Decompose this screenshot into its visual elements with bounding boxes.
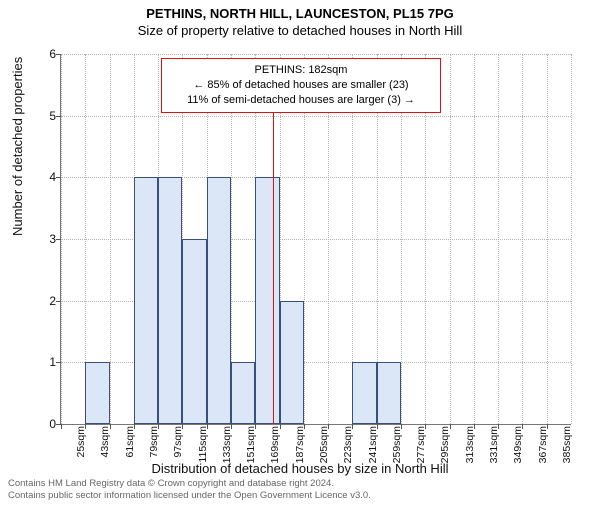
histogram-bar xyxy=(255,177,279,424)
callout-line-2: ← 85% of detached houses are smaller (23… xyxy=(193,79,408,91)
gridline-v xyxy=(474,54,475,424)
gridline-h xyxy=(61,54,571,55)
histogram-bar xyxy=(377,362,401,424)
x-tick-label: 259sqm xyxy=(391,426,403,463)
histogram-bar xyxy=(352,362,376,424)
x-tick-label: 223sqm xyxy=(342,426,354,463)
plot-area: PETHINS: 182sqm ← 85% of detached houses … xyxy=(60,54,571,425)
y-tick-label: 0 xyxy=(49,417,56,431)
x-tick-label: 313sqm xyxy=(464,426,476,463)
x-tick-label: 385sqm xyxy=(561,426,573,463)
gridline-v xyxy=(110,54,111,424)
histogram-bar xyxy=(182,239,206,424)
y-tick-label: 4 xyxy=(49,170,56,184)
y-tick-label: 3 xyxy=(49,232,56,246)
histogram-bar xyxy=(158,177,182,424)
x-tick-label: 187sqm xyxy=(294,426,306,463)
gridline-v xyxy=(450,54,451,424)
histogram-bar xyxy=(134,177,158,424)
histogram-bar xyxy=(85,362,109,424)
gridline-v xyxy=(522,54,523,424)
x-tick-label: 25sqm xyxy=(75,426,87,458)
y-tick-label: 2 xyxy=(49,294,56,308)
credit-line-1: Contains HM Land Registry data © Crown c… xyxy=(8,478,334,489)
credit-text: Contains HM Land Registry data © Crown c… xyxy=(8,478,371,502)
x-tick-label: 61sqm xyxy=(124,426,136,458)
chart-container: { "title": "PETHINS, NORTH HILL, LAUNCES… xyxy=(0,6,600,506)
callout-line-1: PETHINS: 182sqm xyxy=(255,64,348,76)
x-tick-mark xyxy=(61,424,62,429)
x-tick-label: 169sqm xyxy=(269,426,281,463)
x-tick-label: 151sqm xyxy=(245,426,257,463)
chart-title: PETHINS, NORTH HILL, LAUNCESTON, PL15 7P… xyxy=(0,6,600,21)
marker-line xyxy=(273,102,274,424)
x-tick-label: 133sqm xyxy=(221,426,233,463)
histogram-bar xyxy=(207,177,231,424)
x-tick-label: 115sqm xyxy=(197,426,209,463)
credit-line-2: Contains public sector information licen… xyxy=(8,490,371,501)
x-tick-label: 331sqm xyxy=(488,426,500,463)
gridline-v xyxy=(547,54,548,424)
x-tick-label: 97sqm xyxy=(172,426,184,458)
histogram-bar xyxy=(231,362,255,424)
x-tick-label: 277sqm xyxy=(415,426,427,463)
x-tick-label: 367sqm xyxy=(537,426,549,463)
chart-subtitle: Size of property relative to detached ho… xyxy=(0,23,600,38)
gridline-v xyxy=(61,54,62,424)
x-tick-label: 295sqm xyxy=(439,426,451,463)
x-tick-label: 205sqm xyxy=(318,426,330,463)
y-axis-label: Number of detached properties xyxy=(10,57,25,236)
gridline-v xyxy=(498,54,499,424)
y-tick-label: 5 xyxy=(49,109,56,123)
gridline-h xyxy=(61,116,571,117)
x-tick-label: 79sqm xyxy=(148,426,160,458)
x-tick-label: 349sqm xyxy=(512,426,524,463)
x-tick-label: 43sqm xyxy=(99,426,111,458)
x-tick-label: 241sqm xyxy=(367,426,379,463)
marker-callout: PETHINS: 182sqm ← 85% of detached houses … xyxy=(161,58,441,113)
histogram-bar xyxy=(280,301,304,424)
y-tick-label: 1 xyxy=(49,355,56,369)
y-tick-label: 6 xyxy=(49,47,56,61)
gridline-v xyxy=(571,54,572,424)
callout-line-3: 11% of semi-detached houses are larger (… xyxy=(187,94,415,106)
